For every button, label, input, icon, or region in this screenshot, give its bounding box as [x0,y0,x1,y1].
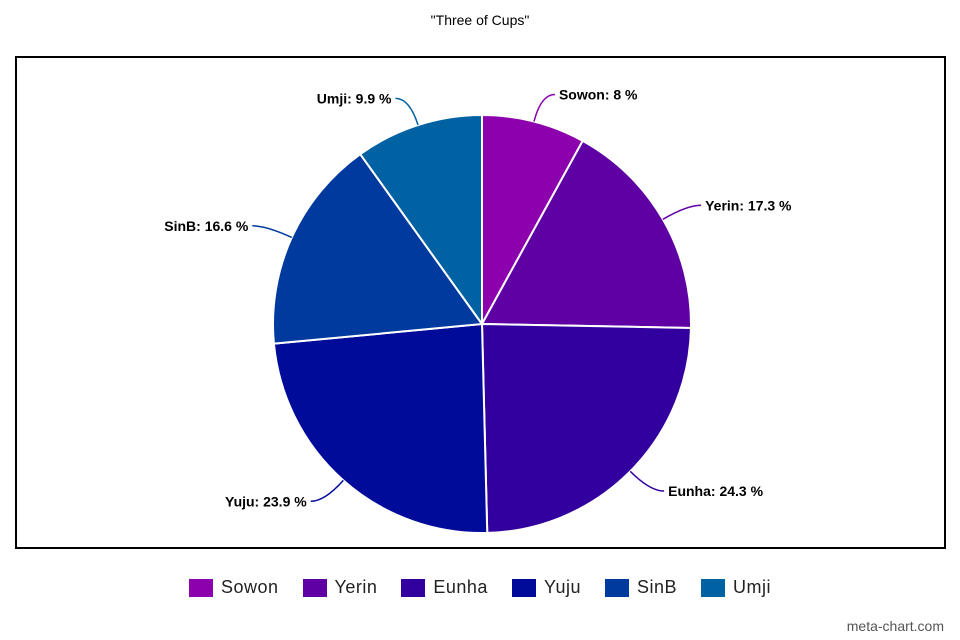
legend-label: Yerin [334,577,378,597]
pie-slice-sinb [272,152,484,345]
legend-swatch [701,578,726,597]
legend-swatch [188,578,213,597]
legend-swatch [511,578,536,597]
slice-label-umji: Umji: 9.9 % [317,90,392,106]
pie-slice-yerin [480,139,692,329]
legend: Sowon Yerin Eunha Yuju SinB Umji [0,577,960,598]
slice-label-sowon: Sowon: 8 % [559,86,638,102]
legend-label: Yuju [543,577,581,597]
legend-item-eunha: Eunha [401,577,488,598]
leader-line-yerin [662,204,702,220]
pie-slice-sowon [481,113,585,325]
pie-chart: Sowon: 8 % Yerin: 17.3 % Eunha: 24.3 % Yuju… [164,86,792,534]
slice-label-yuju: Yuju: 23.9 % [225,493,307,509]
leader-line-eunha [629,470,665,492]
leader-line-umji [395,97,419,126]
leader-line-sowon [533,93,556,122]
legend-swatch [605,578,629,597]
pie-slice-yuju [272,322,489,534]
legend-item-yerin: Yerin [302,577,378,598]
pie-slice-umji [358,113,483,328]
watermark: meta-chart.com [846,618,944,634]
leader-line-sinb [252,225,293,239]
slice-label-eunha: Eunha: 24.3 % [668,483,763,499]
pie-slice-eunha [480,322,692,534]
legend-item-yuju: Yuju [511,577,581,598]
legend-item-umji: Umji [701,577,771,598]
legend-label: SinB [637,577,678,597]
legend-label: Umji [733,577,772,597]
slice-label-sinb: SinB: 16.6 % [164,218,249,234]
legend-label: Sowon [220,577,279,597]
legend-swatch [401,578,426,597]
leader-line-yuju [310,479,344,503]
legend-item-sowon: Sowon [188,577,279,598]
slice-label-yerin: Yerin: 17.3 % [705,197,792,213]
chart-title: "Three of Cups" [430,12,530,28]
legend-item-sinb: SinB [605,577,677,598]
legend-label: Eunha [433,577,488,597]
plot-area: Sowon: 8 % Yerin: 17.3 % Eunha: 24.3 % Yuju… [15,56,946,549]
legend-swatch [302,578,327,597]
